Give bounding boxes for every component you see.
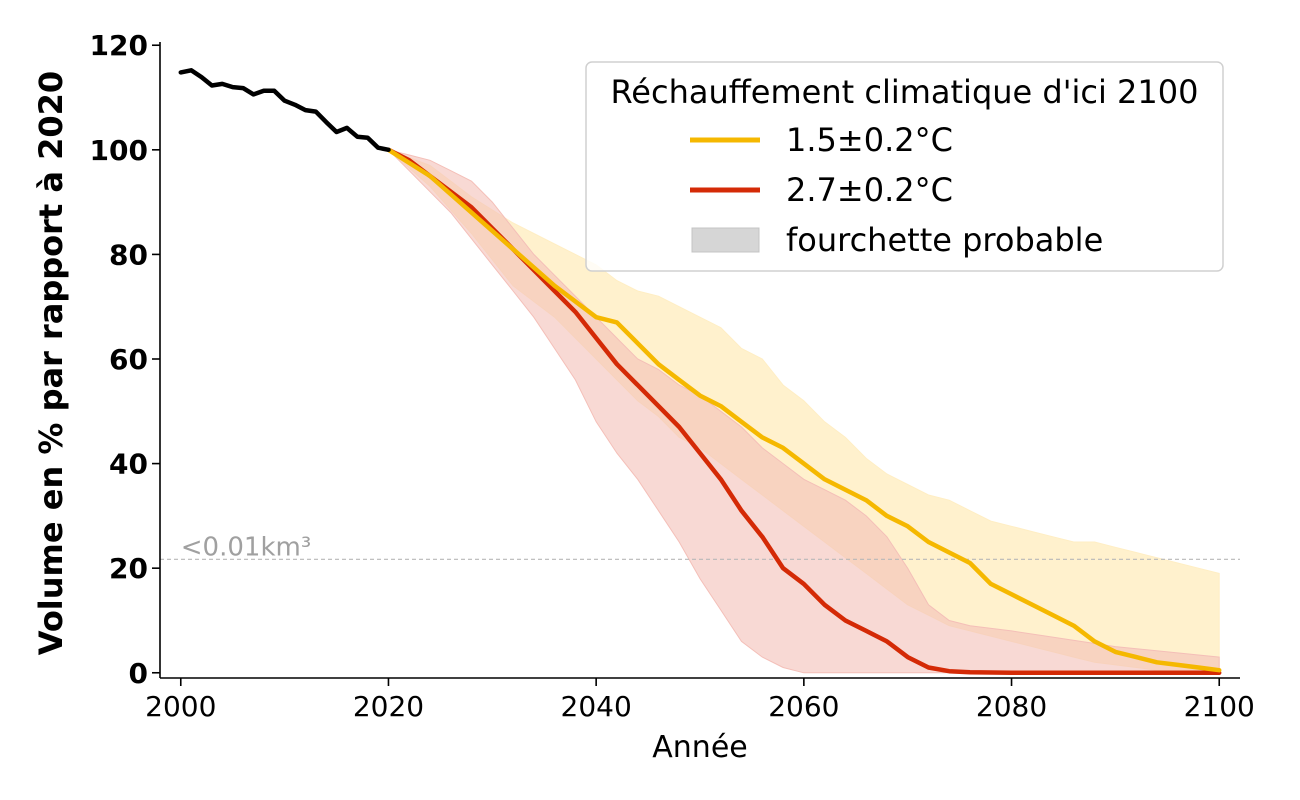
- x-tick-label: 2000: [145, 690, 216, 723]
- x-tick-label: 2080: [976, 690, 1047, 723]
- threshold-annotation: <0.01km³: [160, 532, 1240, 562]
- y-tick-label: 40: [109, 448, 148, 481]
- x-tick-label: 2020: [353, 690, 424, 723]
- x-tick-label: 2060: [768, 690, 839, 723]
- legend-label-1: 1.5±0.2°C: [786, 121, 953, 159]
- y-tick-label: 60: [109, 343, 148, 376]
- y-tick-label: 0: [129, 657, 148, 690]
- threshold-label: <0.01km³: [181, 532, 311, 562]
- y-tick-label: 80: [109, 238, 148, 271]
- x-tick-label: 2040: [561, 690, 632, 723]
- legend: Réchauffement climatique d'ici 2100 1.5±0…: [585, 61, 1224, 272]
- series-line-1: [386, 147, 1222, 673]
- y-tick-label: 100: [90, 134, 148, 167]
- y-tick-label: 20: [109, 552, 148, 585]
- band-2: [386, 148, 1220, 674]
- x-tick-label: 2100: [1184, 690, 1255, 723]
- y-tick-label: 120: [90, 29, 148, 62]
- legend-label-2: 2.7±0.2°C: [786, 171, 953, 209]
- y-axis-title: Volume en % par rapport à 2020: [32, 71, 70, 655]
- legend-label-band: fourchette probable: [786, 221, 1103, 259]
- uncertainty-bands: [386, 148, 1220, 674]
- historical-line: [178, 68, 391, 153]
- legend-title: Réchauffement climatique d'ici 2100: [611, 73, 1199, 111]
- legend-swatch-band: [691, 227, 760, 253]
- legend-box: [585, 61, 1224, 272]
- x-axis-title: Année: [652, 730, 747, 765]
- series-lines: [178, 68, 1222, 676]
